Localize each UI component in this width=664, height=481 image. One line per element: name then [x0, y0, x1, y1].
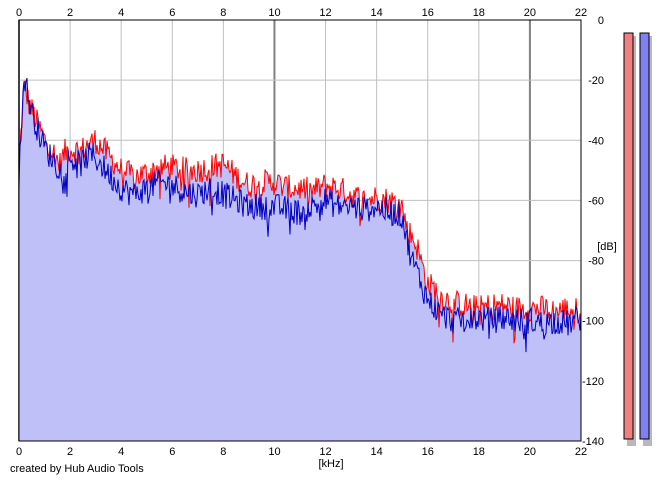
y-tick-0: 0 [598, 15, 604, 27]
x-tick-bottom-10: 10 [268, 446, 280, 458]
y-tick--40: -40 [588, 135, 604, 147]
x-tick-bottom-14: 14 [371, 446, 383, 458]
x-tick-bottom-8: 8 [220, 446, 226, 458]
y-tick-labels: 0 -20 -40 -60 -80 -100 -120 -140 [582, 15, 604, 448]
y-tick--100: -100 [582, 316, 604, 328]
x-tick-bottom-16: 16 [422, 446, 434, 458]
plot-border [18, 19, 582, 442]
x-tick-top-16: 16 [422, 7, 434, 19]
x-tick-bottom-20: 20 [524, 446, 536, 458]
x-tick-top-20: 20 [524, 7, 536, 19]
x-tick-bottom-0: 0 [16, 446, 22, 458]
y-tick--80: -80 [588, 256, 604, 268]
level-meter-left [623, 32, 634, 440]
x-tick-labels-top: 0 2 4 6 8 10 12 14 16 18 20 22 [16, 7, 587, 19]
spectrum-line-red [18, 80, 582, 344]
x-tick-top-6: 6 [169, 7, 175, 19]
credit-text: created by Hub Audio Tools [10, 463, 144, 475]
x-tick-top-10: 10 [268, 7, 280, 19]
x-tick-bottom-4: 4 [118, 446, 124, 458]
y-tick--140: -140 [582, 436, 604, 448]
x-tick-bottom-22: 22 [575, 446, 587, 458]
x-tick-top-0: 0 [16, 7, 22, 19]
spectrum-line-blue [18, 77, 582, 353]
y-axis-label: [dB] [597, 241, 617, 253]
y-tick--60: -60 [588, 195, 604, 207]
level-meter-right [639, 32, 650, 440]
x-tick-bottom-12: 12 [319, 446, 331, 458]
x-tick-top-2: 2 [67, 7, 73, 19]
y-tick--20: -20 [588, 75, 604, 87]
spectrum-fill-area [19, 78, 581, 441]
x-tick-bottom-2: 2 [67, 446, 73, 458]
x-tick-top-4: 4 [118, 7, 124, 19]
x-tick-top-22: 22 [575, 7, 587, 19]
x-tick-labels-bottom: 0 2 4 6 8 10 12 14 16 18 20 22 [16, 446, 587, 458]
y-tick--120: -120 [582, 376, 604, 388]
x-tick-top-18: 18 [473, 7, 485, 19]
level-meters [623, 32, 652, 446]
x-axis-label: [kHz] [318, 458, 343, 470]
x-tick-top-8: 8 [220, 7, 226, 19]
x-tick-top-12: 12 [319, 7, 331, 19]
x-tick-top-14: 14 [371, 7, 383, 19]
x-tick-bottom-6: 6 [169, 446, 175, 458]
x-tick-bottom-18: 18 [473, 446, 485, 458]
